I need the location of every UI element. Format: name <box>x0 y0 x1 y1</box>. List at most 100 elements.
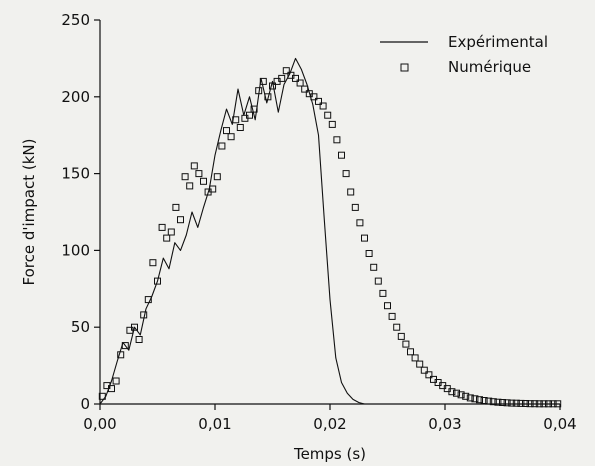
data-point-numerique <box>411 354 419 362</box>
data-point-numerique <box>324 111 332 119</box>
data-point-numerique <box>328 120 336 128</box>
data-point-numerique <box>374 277 382 285</box>
data-point-numerique <box>255 87 263 95</box>
data-point-numerique <box>236 124 244 131</box>
series-layer <box>98 57 562 408</box>
data-point-numerique <box>407 348 414 356</box>
data-point-numerique <box>333 136 341 144</box>
data-point-numerique <box>503 399 511 407</box>
data-point-numerique <box>388 312 396 320</box>
data-point-numerique <box>457 391 465 399</box>
x-tick-label: 0,00 <box>83 415 116 433</box>
data-point-numerique <box>121 342 129 350</box>
legend-label-experimental: Expérimental <box>448 33 548 51</box>
y-tick-label: 100 <box>61 241 90 259</box>
data-point-numerique <box>131 323 138 331</box>
data-point-numerique <box>512 399 520 407</box>
data-point-numerique <box>508 399 516 407</box>
data-point-numerique <box>278 74 286 82</box>
data-point-numerique <box>163 234 171 242</box>
data-point-numerique <box>402 340 410 348</box>
data-point-numerique <box>379 289 387 297</box>
data-point-numerique <box>531 400 539 408</box>
x-tick-label: 0,02 <box>313 415 346 433</box>
data-point-numerique <box>545 400 552 408</box>
data-point-numerique <box>264 93 272 101</box>
data-point-numerique <box>522 400 529 407</box>
legend-swatch-numerique <box>400 63 409 72</box>
data-point-numerique <box>177 216 184 224</box>
data-point-numerique <box>526 400 534 408</box>
x-axis-title: Temps (s) <box>293 445 366 463</box>
data-point-numerique <box>269 82 276 90</box>
data-point-numerique <box>246 111 253 119</box>
data-point-numerique <box>292 74 299 82</box>
data-point-numerique <box>213 173 221 181</box>
y-tick-label: 50 <box>71 318 90 336</box>
data-point-numerique <box>149 259 157 267</box>
data-point-numerique <box>480 397 488 404</box>
data-point-numerique <box>356 219 364 227</box>
data-point-numerique <box>416 360 424 368</box>
data-point-numerique <box>365 250 373 257</box>
data-point-numerique <box>351 203 359 211</box>
data-point-numerique <box>190 162 198 170</box>
data-point-numerique <box>535 400 543 408</box>
data-point-numerique <box>144 296 152 304</box>
data-point-numerique <box>494 398 502 406</box>
data-point-numerique <box>98 392 106 400</box>
data-point-numerique <box>540 400 548 408</box>
data-point-numerique <box>218 142 226 150</box>
data-point-numerique <box>448 388 456 396</box>
data-point-numerique <box>319 102 327 110</box>
data-point-numerique <box>259 77 267 85</box>
data-point-numerique <box>167 228 175 236</box>
data-point-numerique <box>554 400 562 408</box>
data-point-numerique <box>347 188 355 196</box>
x-tick-label: 0,03 <box>428 415 461 433</box>
data-point-numerique <box>186 182 194 190</box>
plot-frame <box>99 20 560 405</box>
data-point-numerique <box>342 170 350 178</box>
legend-label-numerique: Numérique <box>448 58 531 76</box>
x-tick-label: 0,01 <box>198 415 231 433</box>
data-point-numerique <box>489 398 497 406</box>
x-axis-ticks: 0,00 0,01 0,02 0,03 0,04 <box>83 404 577 433</box>
series-line-experimental <box>99 57 365 405</box>
y-tick-label: 0 <box>80 395 90 413</box>
y-tick-label: 200 <box>61 88 90 106</box>
data-point-numerique <box>420 366 428 374</box>
data-point-numerique <box>453 389 460 397</box>
data-point-numerique <box>223 127 230 135</box>
data-point-numerique <box>250 105 258 113</box>
y-axis-ticks: 0 50 100 150 200 250 <box>61 11 100 413</box>
data-point-numerique <box>140 311 148 319</box>
data-point-numerique <box>282 67 290 75</box>
data-point-numerique <box>338 151 345 159</box>
data-point-numerique <box>296 79 304 87</box>
data-point-numerique <box>181 173 189 181</box>
data-point-numerique <box>227 133 235 141</box>
data-point-numerique <box>471 395 479 403</box>
data-point-numerique <box>108 385 115 393</box>
data-point-numerique <box>370 263 378 271</box>
data-point-numerique <box>200 177 207 185</box>
data-point-numerique <box>154 277 161 285</box>
data-point-numerique <box>117 351 125 359</box>
data-point-numerique <box>172 203 180 211</box>
data-point-numerique <box>397 332 405 340</box>
data-point-numerique <box>499 399 506 406</box>
data-point-numerique <box>549 400 557 408</box>
data-point-numerique <box>425 371 433 379</box>
data-point-numerique <box>384 302 391 310</box>
y-tick-label: 250 <box>61 11 90 29</box>
legend: Expérimental Numérique <box>380 33 548 76</box>
y-tick-label: 150 <box>61 165 90 183</box>
data-point-numerique <box>135 336 143 343</box>
data-point-numerique <box>209 185 217 193</box>
data-point-numerique <box>466 394 474 402</box>
data-point-numerique <box>393 323 401 331</box>
data-point-numerique <box>301 85 309 93</box>
y-axis-title: Force d'impact (kN) <box>20 139 38 286</box>
